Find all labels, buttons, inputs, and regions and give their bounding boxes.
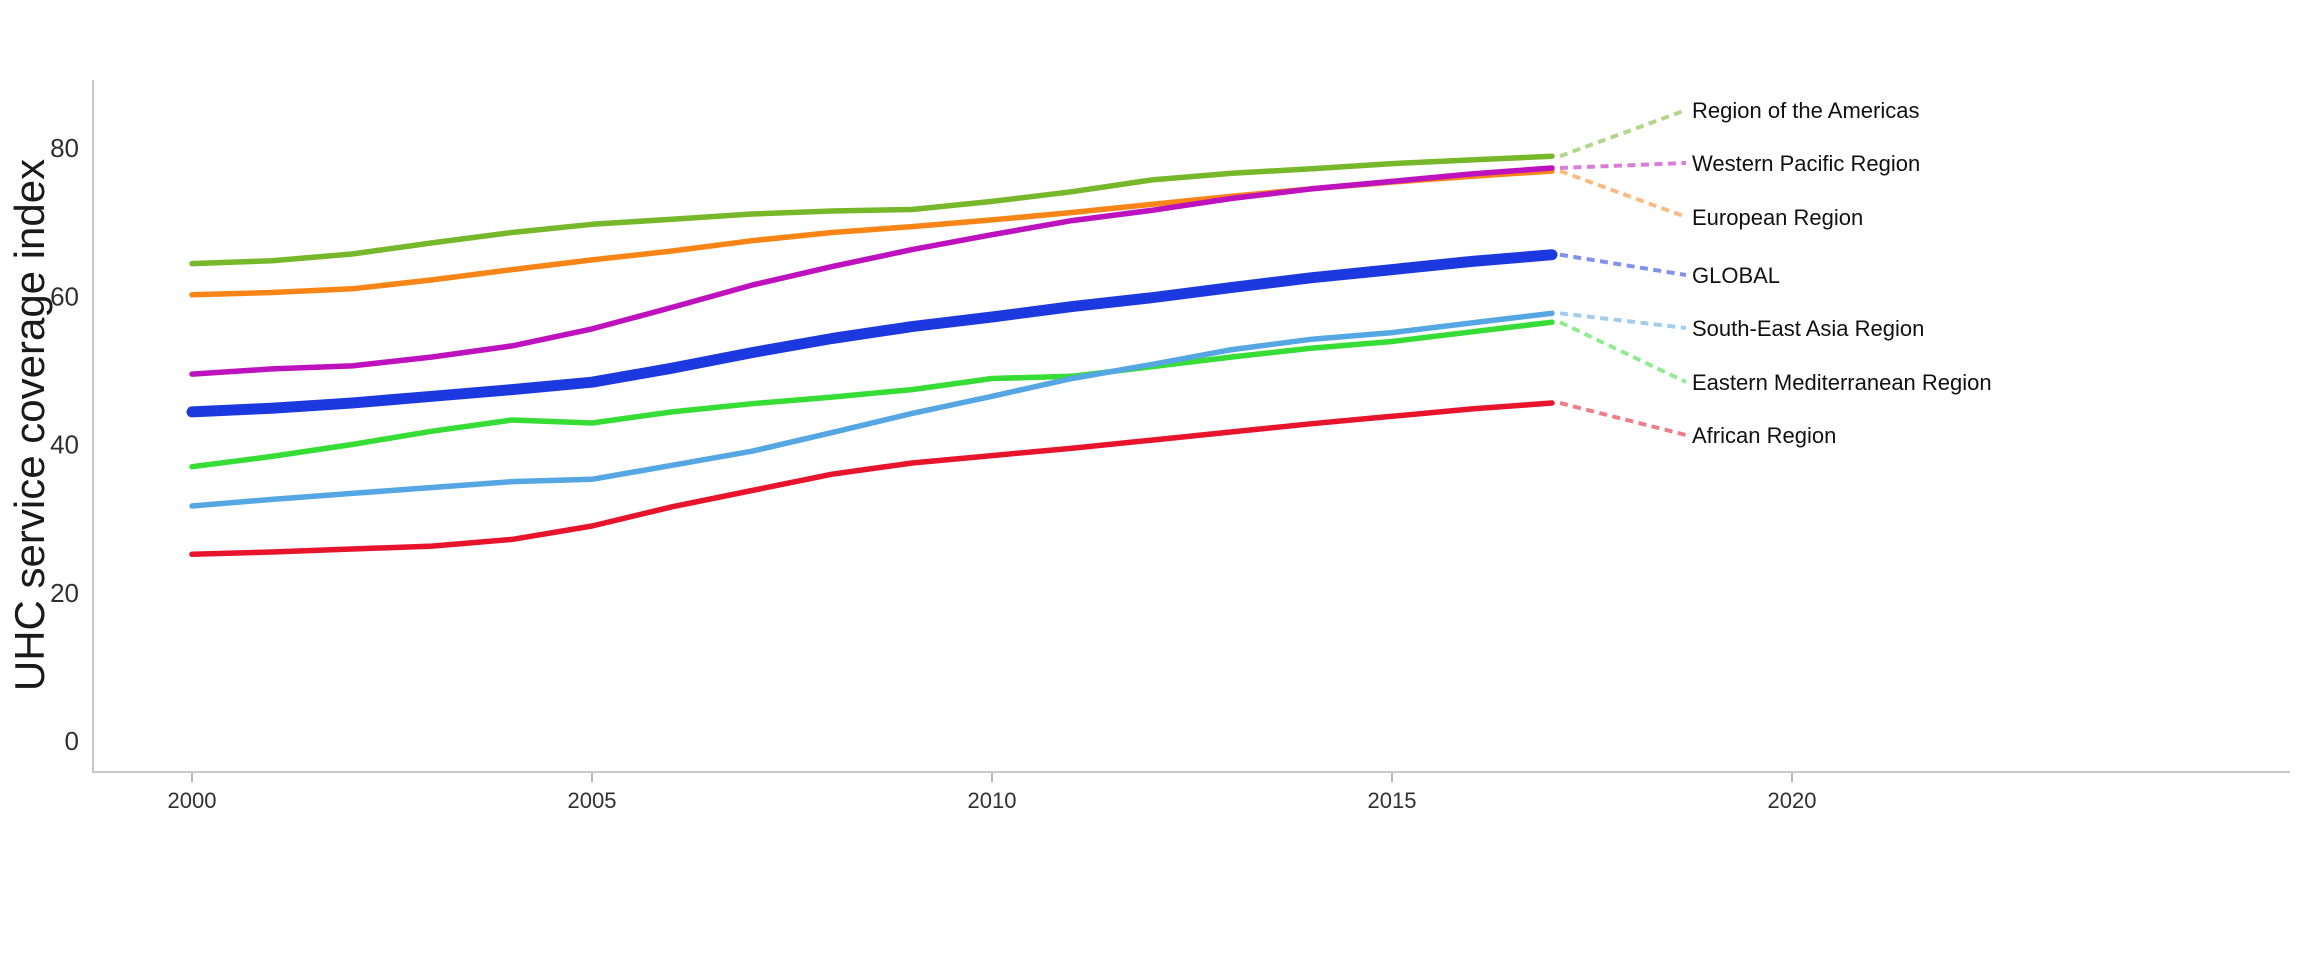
leader-line-african-region xyxy=(1559,401,1687,437)
x-tick-label: 2005 xyxy=(568,788,617,813)
x-tick-label: 2015 xyxy=(1368,788,1417,813)
series-line-eastern-mediterranean-region xyxy=(189,319,1555,470)
x-tick-label: 2000 xyxy=(168,788,217,813)
x-tick-label: 2010 xyxy=(968,788,1017,813)
series-label-african-region: African Region xyxy=(1692,423,1836,448)
y-tick-label: 20 xyxy=(50,578,79,608)
leader-line-european-region xyxy=(1559,169,1687,219)
series-line-south-east-asia-region xyxy=(189,310,1555,509)
series-line-western-pacific-region xyxy=(189,165,1555,377)
y-tick-label: 0 xyxy=(65,726,79,756)
series-label-global: GLOBAL xyxy=(1692,263,1780,288)
series-line-global xyxy=(186,249,1558,418)
leader-line-western-pacific-region xyxy=(1559,161,1687,170)
leader-line-region-of-the-americas xyxy=(1559,108,1687,159)
series-line-african-region xyxy=(189,400,1555,557)
y-tick-label: 60 xyxy=(50,281,79,311)
y-tick-label: 80 xyxy=(50,133,79,163)
series-line-region-of-the-americas xyxy=(189,153,1555,267)
y-axis-title: UHC service coverage index xyxy=(6,158,53,692)
x-tick-label: 2020 xyxy=(1768,788,1817,813)
series-label-western-pacific-region: Western Pacific Region xyxy=(1692,151,1920,176)
series-label-region-of-the-americas: Region of the Americas xyxy=(1692,98,1919,123)
y-tick-label: 40 xyxy=(50,430,79,460)
leader-line-south-east-asia-region xyxy=(1559,311,1687,330)
series-label-european-region: European Region xyxy=(1692,205,1863,230)
series-label-south-east-asia-region: South-East Asia Region xyxy=(1692,316,1924,341)
leader-line-eastern-mediterranean-region xyxy=(1559,320,1687,384)
axis-lines xyxy=(92,80,2290,773)
leader-line-global xyxy=(1559,252,1687,277)
series-label-eastern-mediterranean-region: Eastern Mediterranean Region xyxy=(1692,370,1992,395)
